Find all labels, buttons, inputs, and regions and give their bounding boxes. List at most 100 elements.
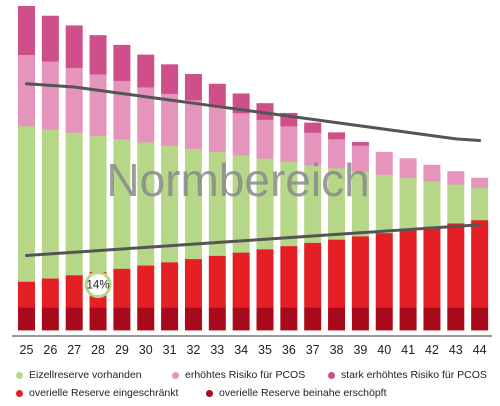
annotation-circle [84, 271, 112, 299]
x-tick-label-36: 36 [282, 343, 296, 357]
bar-segment-eizellreserve-vorhanden-38 [328, 168, 346, 240]
legend-label: erhöhtes Risiko für PCOS [185, 369, 306, 381]
bar-segment-eizellreserve-vorhanden-36 [280, 161, 298, 247]
upper-boundary-curve [25, 82, 482, 142]
x-tick-label-32: 32 [186, 343, 200, 357]
bar-segment-erh-htes-risiko-f-r-pcos-37 [304, 132, 322, 166]
bar-segment-erh-htes-risiko-f-r-pcos-28 [89, 74, 107, 136]
bar-segment-overielle-reserve-beinahe-ersch-pft-26 [41, 307, 59, 331]
annotation-label: 14% [87, 280, 110, 292]
bar-segment-erh-htes-risiko-f-r-pcos-43 [447, 171, 465, 185]
bar-segment-overielle-reserve-beinahe-ersch-pft-42 [423, 307, 441, 331]
x-tick-label-29: 29 [115, 343, 129, 357]
bar-segment-overielle-reserve-beinahe-ersch-pft-34 [232, 307, 250, 331]
bar-segment-stark-erh-htes-risiko-f-r-pcos-33 [208, 83, 226, 107]
bar-segment-erh-htes-risiko-f-r-pcos-36 [280, 125, 298, 162]
x-tick-label-42: 42 [425, 343, 439, 357]
legend-swatch-red [16, 389, 23, 397]
bar-segment-eizellreserve-vorhanden-42 [423, 180, 441, 227]
bar-segment-stark-erh-htes-risiko-f-r-pcos-29 [113, 44, 131, 81]
bar-segment-eizellreserve-vorhanden-34 [232, 155, 250, 253]
bar-segment-stark-erh-htes-risiko-f-r-pcos-39 [351, 142, 369, 146]
bar-segment-erh-htes-risiko-f-r-pcos-29 [113, 80, 131, 140]
x-tick-label-31: 31 [163, 343, 177, 357]
bar-segment-eizellreserve-vorhanden-33 [208, 151, 226, 256]
bar-segment-erh-htes-risiko-f-r-pcos-40 [375, 151, 393, 175]
bar-segment-erh-htes-risiko-f-r-pcos-32 [184, 99, 202, 149]
bar-segment-overielle-reserve-beinahe-ersch-pft-35 [256, 307, 274, 331]
bar-segment-eizellreserve-vorhanden-30 [137, 142, 155, 266]
bar-segment-erh-htes-risiko-f-r-pcos-42 [423, 164, 441, 182]
bar-segment-erh-htes-risiko-f-r-pcos-35 [256, 119, 274, 159]
bar-segment-eizellreserve-vorhanden-43 [447, 184, 465, 224]
lower-boundary-curve [25, 223, 482, 257]
bars-group [18, 6, 489, 331]
legend-label: stark erhöhtes Risiko für PCOS [341, 369, 487, 381]
bar-segment-eizellreserve-vorhanden-41 [399, 177, 417, 230]
bar-segment-overielle-reserve-eingeschr-nkt-27 [65, 274, 83, 308]
bar-segment-eizellreserve-vorhanden-27 [65, 132, 83, 276]
legend-label: Eizellreserve vorhanden [29, 369, 142, 381]
x-tick-label-28: 28 [91, 343, 105, 357]
bar-segment-overielle-reserve-eingeschr-nkt-39 [351, 236, 369, 308]
bar-segment-eizellreserve-vorhanden-29 [113, 138, 131, 269]
x-tick-label-25: 25 [20, 343, 34, 357]
bar-segment-overielle-reserve-eingeschr-nkt-34 [232, 252, 250, 308]
x-tick-label-27: 27 [67, 343, 81, 357]
x-tick-label-43: 43 [449, 343, 463, 357]
bar-segment-erh-htes-risiko-f-r-pcos-34 [232, 112, 250, 156]
bar-segment-overielle-reserve-eingeschr-nkt-32 [184, 258, 202, 308]
bar-segment-eizellreserve-vorhanden-26 [41, 129, 59, 279]
bar-segment-erh-htes-risiko-f-r-pcos-44 [471, 177, 489, 188]
bar-segment-eizellreserve-vorhanden-44 [471, 187, 489, 221]
bar-segment-erh-htes-risiko-f-r-pcos-41 [399, 158, 417, 179]
bar-segment-stark-erh-htes-risiko-f-r-pcos-26 [41, 15, 59, 62]
curves-group [25, 82, 482, 257]
x-tick-labels: 25 26 27 28 29 30 31 32 33 34 35 36 37 38 39 40 41 42 43 44 [20, 343, 487, 357]
legend-item-reserve-erschoepft: overielle Reserve beinahe erschöpft [206, 387, 387, 399]
bar-segment-overielle-reserve-beinahe-ersch-pft-36 [280, 307, 298, 331]
bar-segment-overielle-reserve-beinahe-ersch-pft-44 [471, 307, 489, 331]
watermark-normbereich: Normbereich [106, 154, 369, 206]
bar-segment-eizellreserve-vorhanden-31 [161, 145, 179, 263]
bar-segment-stark-erh-htes-risiko-f-r-pcos-30 [137, 54, 155, 88]
bar-chart: Normbereich 14% 25 26 27 28 29 30 31 32 33 34 35 36… [12, 6, 492, 357]
bar-segment-overielle-reserve-eingeschr-nkt-30 [137, 265, 155, 308]
bar-segment-overielle-reserve-eingeschr-nkt-41 [399, 229, 417, 308]
x-tick-label-34: 34 [234, 343, 248, 357]
bar-segment-erh-htes-risiko-f-r-pcos-25 [18, 54, 35, 127]
bar-segment-stark-erh-htes-risiko-f-r-pcos-25 [18, 6, 35, 55]
x-tick-label-40: 40 [377, 343, 391, 357]
bar-segment-overielle-reserve-beinahe-ersch-pft-29 [113, 307, 131, 331]
bar-segment-overielle-reserve-eingeschr-nkt-38 [328, 239, 346, 308]
bar-segment-overielle-reserve-beinahe-ersch-pft-32 [184, 307, 202, 331]
x-tick-label-30: 30 [139, 343, 153, 357]
bar-segment-eizellreserve-vorhanden-37 [304, 164, 322, 243]
legend-label: overielle Reserve beinahe erschöpft [219, 387, 387, 399]
bar-segment-overielle-reserve-beinahe-ersch-pft-27 [65, 307, 83, 331]
annotation-marker: 14% [84, 271, 112, 299]
legend-label: overielle Reserve eingeschränkt [29, 387, 179, 399]
bar-segment-eizellreserve-vorhanden-40 [375, 174, 393, 234]
bar-segment-overielle-reserve-eingeschr-nkt-40 [375, 232, 393, 308]
bar-segment-stark-erh-htes-risiko-f-r-pcos-27 [65, 25, 83, 68]
bar-segment-overielle-reserve-eingeschr-nkt-25 [18, 281, 35, 308]
legend-swatch-dark-red [206, 389, 213, 397]
bar-segment-overielle-reserve-beinahe-ersch-pft-33 [208, 307, 226, 331]
legend-swatch-light-pink [172, 371, 179, 379]
bar-segment-overielle-reserve-beinahe-ersch-pft-30 [137, 307, 155, 331]
bar-segment-overielle-reserve-eingeschr-nkt-43 [447, 223, 465, 308]
bar-segment-overielle-reserve-beinahe-ersch-pft-38 [328, 307, 346, 331]
x-tick-label-41: 41 [401, 343, 415, 357]
legend: Eizellreserve vorhanden erhöhtes Risiko … [16, 367, 500, 405]
legend-item-eizellreserve: Eizellreserve vorhanden [16, 369, 142, 381]
bar-segment-overielle-reserve-eingeschr-nkt-36 [280, 245, 298, 308]
x-tick-label-39: 39 [353, 343, 367, 357]
bar-segment-stark-erh-htes-risiko-f-r-pcos-31 [161, 64, 179, 94]
x-tick-label-44: 44 [473, 343, 487, 357]
bar-segment-overielle-reserve-beinahe-ersch-pft-25 [18, 307, 35, 331]
legend-item-stark-erhoehtes-risiko: stark erhöhtes Risiko für PCOS [328, 369, 487, 381]
bar-segment-overielle-reserve-eingeschr-nkt-26 [41, 278, 59, 308]
bar-segment-eizellreserve-vorhanden-39 [351, 171, 369, 237]
bar-segment-overielle-reserve-eingeschr-nkt-44 [471, 219, 489, 308]
